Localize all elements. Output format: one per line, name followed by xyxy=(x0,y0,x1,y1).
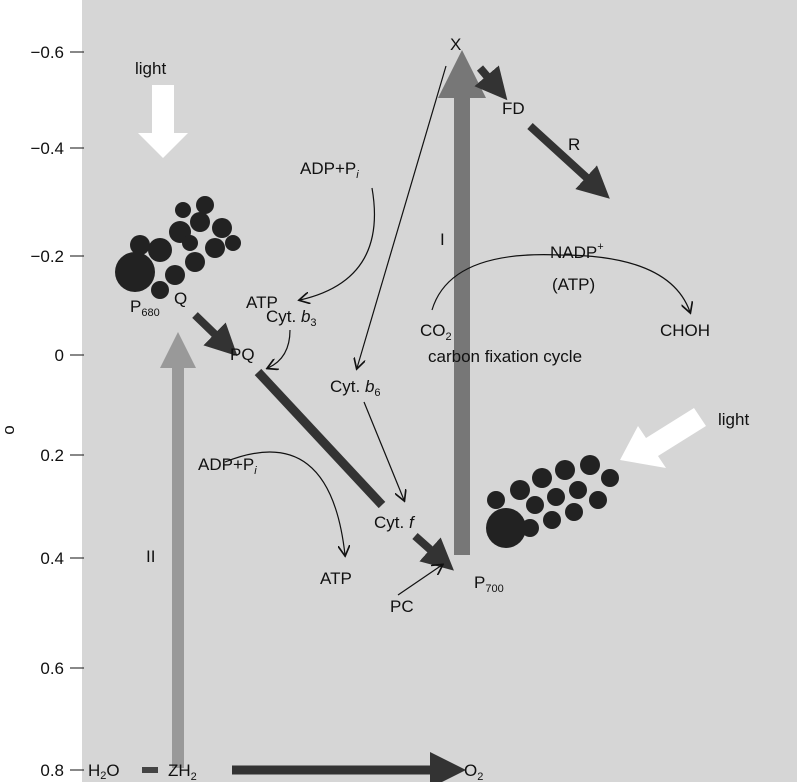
label-text: ADP+P xyxy=(300,159,356,178)
adp-label: ADP+Pi xyxy=(300,159,359,181)
choh-label: CHOH xyxy=(660,321,710,340)
label-sub: 700 xyxy=(485,583,503,595)
fd-label: FD xyxy=(502,99,525,118)
ps1-label: I xyxy=(440,230,445,249)
p680-label: P680 xyxy=(130,297,160,319)
zh2-label: ZH2 xyxy=(168,761,197,782)
label-text: H xyxy=(88,761,100,780)
label-text: P xyxy=(130,297,141,316)
tick-label: 0.4 xyxy=(40,549,64,568)
label-text: Cyt. xyxy=(374,513,409,532)
label-text: O xyxy=(106,761,119,780)
co2-label: CO2 xyxy=(420,321,452,343)
atp-label: ATP xyxy=(246,293,278,312)
arrow xyxy=(474,65,508,101)
label-sub: 2 xyxy=(446,331,452,343)
label-sub: 3 xyxy=(310,317,316,329)
arrow xyxy=(357,65,447,368)
label-text: O xyxy=(464,761,477,780)
arrow xyxy=(431,254,690,312)
background xyxy=(82,0,797,782)
cyt-b6-label: Cyt. b6 xyxy=(330,377,381,399)
arrow xyxy=(397,565,442,596)
arrow xyxy=(192,312,238,357)
axis: o −0.6 −0.4 −0.2 0 0.2 0.4 0.6 0.8 xyxy=(0,43,84,780)
label-text: ZH xyxy=(168,761,191,780)
label-sub: 2 xyxy=(191,771,197,782)
label-text: NADP xyxy=(550,243,597,262)
label-text: Cyt. xyxy=(330,377,365,396)
arrow xyxy=(412,533,454,571)
pc-label: PC xyxy=(390,597,414,616)
label-italic: b xyxy=(301,307,310,326)
h2o-label: H2O xyxy=(88,761,120,782)
label-sub: i xyxy=(356,169,359,181)
cycle-label: carbon fixation cycle xyxy=(428,347,582,366)
tick-label: 0 xyxy=(55,346,64,365)
label-text: Cyt. xyxy=(266,307,301,326)
tick-label: −0.2 xyxy=(30,247,64,266)
o2-label: O2 xyxy=(464,761,483,782)
q-label: Q xyxy=(174,289,187,308)
axis-label: o xyxy=(0,425,18,434)
light-label: light xyxy=(135,59,166,78)
label-text: P xyxy=(474,573,485,592)
light-arrow xyxy=(138,85,188,158)
tick-label: 0.2 xyxy=(40,446,64,465)
label-sub: 2 xyxy=(100,770,106,782)
arrow xyxy=(268,329,291,368)
label-sub: 6 xyxy=(374,387,380,399)
adp-label: ADP+Pi xyxy=(198,455,257,477)
atp-label: ATP xyxy=(320,569,352,588)
arrow xyxy=(224,451,345,555)
label-text: ADP+P xyxy=(198,455,254,474)
chain-bar xyxy=(254,368,386,509)
pq-label: PQ xyxy=(230,345,255,364)
nadp-label: NADP+ xyxy=(550,241,604,262)
ps2-label: II xyxy=(146,547,155,566)
label-sub: 2 xyxy=(477,771,483,782)
label-italic: b xyxy=(365,377,374,396)
cyt-f-label: Cyt. f xyxy=(374,513,416,532)
label-italic: f xyxy=(409,513,416,532)
pigment-cluster xyxy=(486,455,619,548)
arrow xyxy=(527,123,610,199)
arrow xyxy=(363,401,404,500)
r-label: R xyxy=(568,135,580,154)
label-sub: i xyxy=(254,465,257,477)
light-label: light xyxy=(718,410,749,429)
x-label: X xyxy=(450,35,461,54)
cyt-b3-label: Cyt. b3 xyxy=(266,307,317,329)
label-text: CO xyxy=(420,321,446,340)
light-arrow xyxy=(620,408,706,468)
label-sub: 680 xyxy=(141,307,159,319)
tick-label: 0.8 xyxy=(40,761,64,780)
atp-label: (ATP) xyxy=(552,275,595,294)
arrow xyxy=(300,187,376,300)
tick-label: −0.4 xyxy=(30,139,64,158)
tick-label: 0.6 xyxy=(40,659,64,678)
pigment-cluster xyxy=(115,196,241,299)
tick-label: −0.6 xyxy=(30,43,64,62)
p700-label: P700 xyxy=(474,573,504,595)
label-sup: + xyxy=(597,241,603,253)
